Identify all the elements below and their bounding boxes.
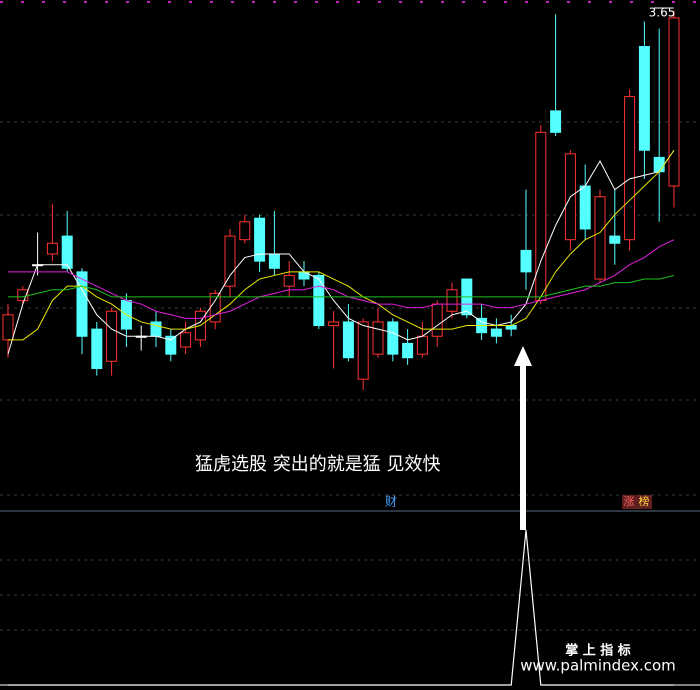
candle-body xyxy=(653,156,665,173)
ma-line xyxy=(7,149,675,355)
candle-body xyxy=(254,217,266,262)
candle-body xyxy=(150,321,162,337)
candle-body xyxy=(91,328,103,369)
tag: 财 xyxy=(385,495,397,509)
candle-body xyxy=(165,335,177,355)
candle-body xyxy=(638,46,650,151)
candle-body xyxy=(520,249,532,273)
candle-body xyxy=(609,235,621,244)
tag: 榜 xyxy=(639,494,650,508)
candle-body xyxy=(431,303,443,337)
candle-body xyxy=(550,110,562,133)
tag-box xyxy=(622,495,652,509)
candle-body xyxy=(106,310,118,362)
annotation: 猛虎选股 突出的就是猛 见效快 xyxy=(195,454,440,475)
candle-body xyxy=(535,131,547,301)
watermark: www.palmindex.com xyxy=(520,657,676,675)
candle-body xyxy=(372,321,384,355)
candle-body xyxy=(594,196,606,280)
candle-body xyxy=(283,274,295,287)
watermark: 掌 上 指 标 xyxy=(565,643,631,659)
tag: 涨 xyxy=(624,495,635,508)
ma-line xyxy=(8,149,675,341)
candle-body xyxy=(579,185,591,230)
candle-body xyxy=(17,289,29,301)
candle-body xyxy=(46,242,58,255)
max-label: 3.65 xyxy=(649,6,676,20)
candle-body xyxy=(61,235,73,269)
candle-body xyxy=(328,321,340,327)
arrow xyxy=(514,346,532,530)
ma-line xyxy=(8,239,675,319)
candle-body xyxy=(342,321,354,359)
candle-body xyxy=(624,96,636,241)
indicator-line xyxy=(8,529,674,686)
candle-body xyxy=(402,342,414,359)
candle-body xyxy=(268,253,280,269)
candle-body xyxy=(505,325,517,330)
candle-body xyxy=(313,274,325,327)
candle-body xyxy=(387,321,399,355)
candle-body xyxy=(180,332,192,348)
candle-body xyxy=(239,221,251,241)
candle-body xyxy=(490,328,502,337)
candle-body xyxy=(357,321,369,380)
candle-body xyxy=(416,335,428,355)
ma-line xyxy=(8,274,675,298)
candle-body xyxy=(668,17,680,187)
candle-body xyxy=(224,235,236,287)
candle-body xyxy=(76,271,88,337)
candle-body xyxy=(2,314,14,341)
candle-body xyxy=(446,289,458,312)
candle-body xyxy=(298,271,310,280)
